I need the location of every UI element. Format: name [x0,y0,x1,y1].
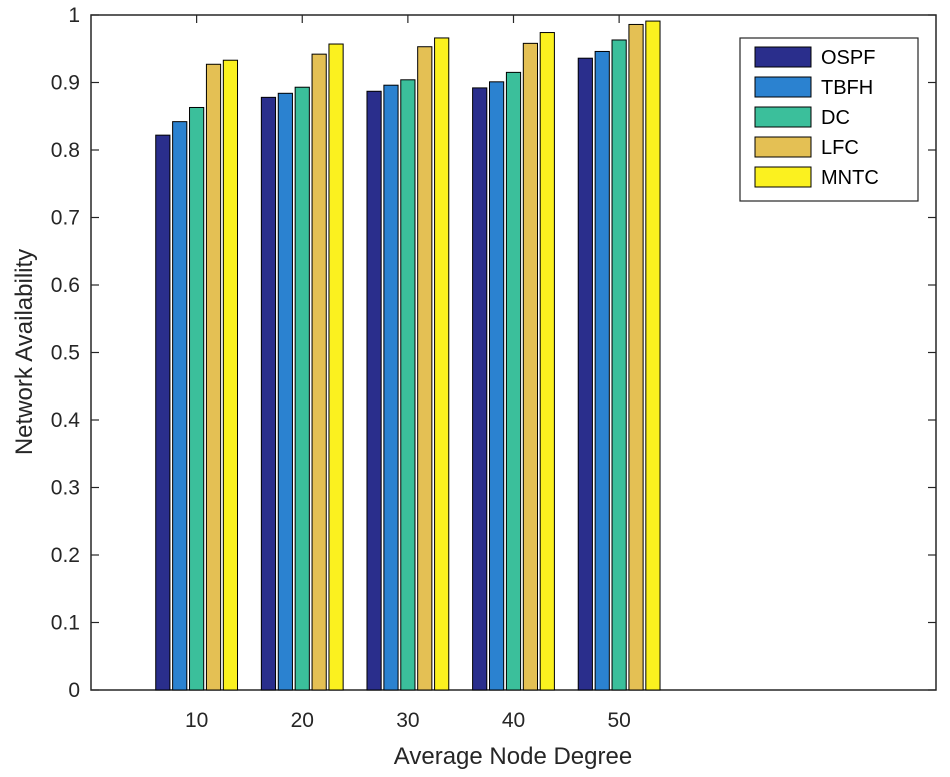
y-tick-label: 0 [68,679,80,702]
legend-label-dc: DC [821,107,850,129]
axis-ticks: 0 0.1 0.2 0.3 0.4 0.5 0.6 0.7 0.8 0.9 1 10 20 30 40 50 [51,4,936,732]
y-tick-label: 0.2 [51,544,80,567]
y-tick-label: 0.7 [51,207,80,230]
legend-swatch-tbfh [754,76,812,98]
x-tick-label: 10 [185,709,208,732]
bar-lfc-30 [417,46,433,691]
bar-tbfh-30 [383,84,399,691]
x-tick-label: 40 [502,709,525,732]
bar-tbfh-40 [489,81,505,691]
bar-dc-40 [505,71,522,691]
legend-swatch-ospf [754,46,812,68]
legend-label-lfc: LFC [821,137,859,159]
legend-label-mntc: MNTC [821,167,879,189]
bar-ospf-30 [366,90,382,691]
bar-dc-20 [294,86,310,691]
x-axis-label: Average Node Degree [394,743,632,770]
legend-swatch-lfc [754,136,812,158]
bar-mntc-30 [434,37,450,691]
bar-lfc-20 [311,53,327,691]
x-tick-label: 20 [291,709,314,732]
y-tick-label: 1 [68,4,80,27]
bar-lfc-40 [522,42,538,691]
bar-mntc-10 [222,59,239,691]
y-tick-label: 0.4 [51,409,81,432]
y-tick-label: 0.9 [51,72,80,95]
bar-lfc-50 [628,23,644,691]
y-tick-label: 0.3 [51,477,80,500]
legend-label-ospf: OSPF [821,47,875,69]
y-tick-label: 0.5 [51,342,80,365]
y-axis-label: Network Availability [11,249,38,455]
bar-lfc-10 [205,63,222,691]
legend-swatch-dc [754,106,812,128]
bar-ospf-50 [577,57,593,691]
bars-group [155,20,661,691]
bar-tbfh-20 [277,92,293,691]
bar-ospf-10 [155,134,171,691]
y-tick-label: 0.1 [51,612,80,635]
legend-swatch-mntc [754,166,812,188]
bar-mntc-20 [328,43,344,691]
bar-dc-30 [400,79,416,691]
legend: OSPF TBFH DC LFC MNTC [739,37,919,202]
bar-mntc-40 [539,32,555,691]
bar-ospf-20 [260,96,277,691]
bar-mntc-50 [645,20,661,691]
bar-dc-10 [189,106,205,691]
bar-tbfh-50 [594,50,610,691]
legend-label-tbfh: TBFH [821,77,873,99]
y-tick-label: 0.6 [51,274,80,297]
y-tick-label: 0.8 [51,139,80,162]
bar-ospf-40 [472,87,488,691]
bar-dc-50 [611,39,627,691]
x-tick-label: 50 [607,709,630,732]
bar-tbfh-10 [172,121,188,691]
x-tick-label: 30 [396,709,419,732]
